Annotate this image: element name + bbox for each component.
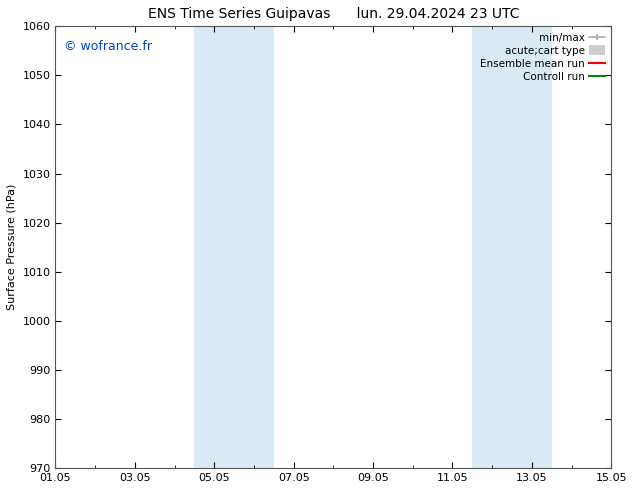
Title: ENS Time Series Guipavas      lun. 29.04.2024 23 UTC: ENS Time Series Guipavas lun. 29.04.2024… [148, 7, 519, 21]
Legend: min/max, acute;cart type, Ensemble mean run, Controll run: min/max, acute;cart type, Ensemble mean … [477, 29, 608, 85]
Bar [195, 26, 274, 468]
Text: © wofrance.fr: © wofrance.fr [64, 40, 152, 52]
Y-axis label: Surface Pressure (hPa): Surface Pressure (hPa) [7, 184, 17, 311]
Bar [472, 26, 552, 468]
